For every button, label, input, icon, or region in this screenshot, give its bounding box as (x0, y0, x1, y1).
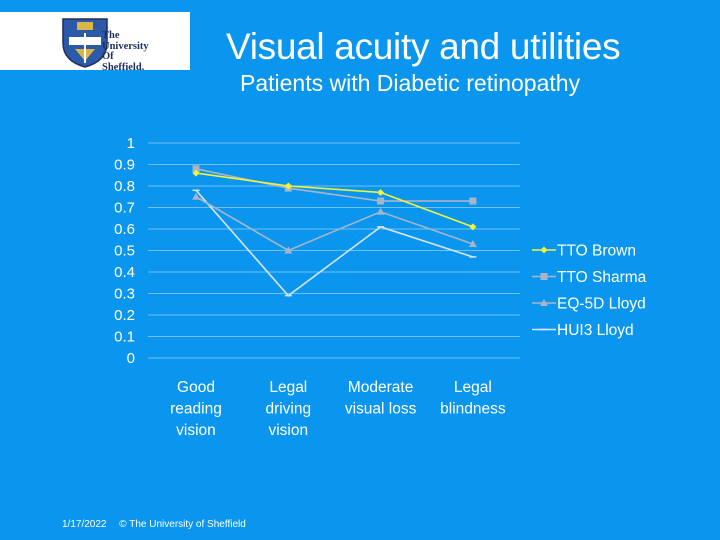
crest-icon (62, 18, 108, 68)
series-line (195, 168, 473, 202)
data-point (284, 246, 293, 254)
y-tick-label: 0.2 (114, 307, 135, 324)
data-point (192, 169, 200, 177)
footer-copyright: © The University of Sheffield (119, 519, 246, 530)
y-tick-label: 0.9 (114, 157, 135, 174)
y-tick-label: 0 (127, 350, 135, 367)
legend-label: TTO Brown (557, 243, 636, 260)
y-tick-label: 0.3 (114, 286, 135, 303)
data-point (284, 182, 292, 190)
data-point (376, 207, 385, 215)
x-tick-label: Legal driving vision (265, 379, 311, 439)
legend-marker (540, 246, 548, 254)
footer-date: 1/17/2022 (62, 519, 107, 530)
data-point (469, 197, 477, 205)
y-tick-label: 1 (127, 135, 135, 152)
data-point (469, 223, 477, 231)
data-point (377, 197, 385, 205)
x-tick-label: Moderate visual loss (345, 379, 417, 418)
logo-line: The (102, 30, 120, 41)
slide-title: Visual acuity and utilities (226, 26, 621, 67)
x-tick-label: Good reading vision (170, 379, 222, 439)
y-tick-label: 0.8 (114, 178, 135, 195)
university-logo: The University Of Sheffield. (0, 12, 190, 73)
y-tick-label: 0.6 (114, 221, 135, 238)
logo-line: Sheffield. (102, 61, 145, 73)
logo-line: University (102, 40, 149, 52)
slide-subtitle: Patients with Diabetic retinopathy (240, 70, 581, 96)
data-point (468, 240, 477, 248)
footer: 1/17/2022 © The University of Sheffield (62, 519, 256, 530)
legend-label: EQ-5D Lloyd (557, 296, 646, 313)
legend-label: TTO Sharma (557, 269, 647, 286)
x-tick-label: Legal blindness (440, 379, 506, 418)
logo-line: Of (102, 51, 114, 62)
y-tick-label: 0.5 (114, 243, 135, 260)
y-tick-label: 0.7 (114, 200, 135, 217)
series-line (195, 196, 474, 252)
legend-marker (540, 299, 548, 306)
data-point (377, 188, 385, 196)
legend-label: HUI3 Lloyd (557, 322, 634, 339)
data-point (192, 192, 200, 200)
legend-marker (540, 273, 548, 280)
logo-wordmark: The University Of Sheffield. (102, 30, 149, 73)
series-line (195, 189, 474, 297)
data-point (192, 165, 200, 173)
y-tick-label: 0.1 (114, 329, 135, 346)
series-line (195, 172, 474, 228)
y-tick-label: 0.4 (114, 264, 135, 281)
